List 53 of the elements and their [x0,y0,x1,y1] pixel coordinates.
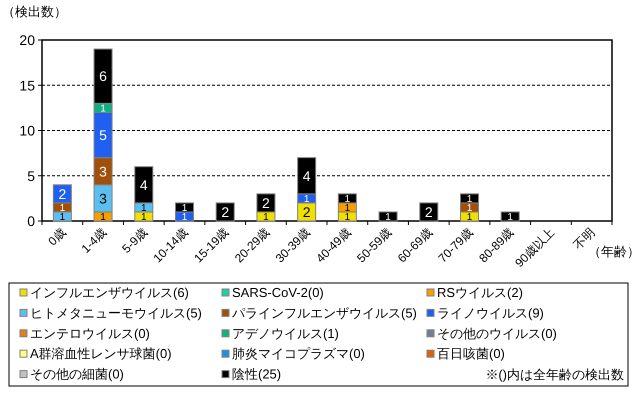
y-tick-label: 5 [27,168,36,184]
data-label: 5 [99,127,108,144]
data-label: 6 [99,68,108,84]
data-label: 1 [100,103,106,114]
data-label: 1 [466,203,473,214]
data-label: 1 [141,212,148,224]
legend-label: ヒトメタニューモウイルス(5) [30,305,202,320]
y-tick-label: 10 [19,122,36,138]
y-tick-label: 20 [19,32,36,48]
data-label: 1 [507,212,514,224]
legend-label: 陰性(25) [232,366,282,382]
legend-label: インフルエンザウイルス(6) [30,285,189,300]
legend-label: アデノウイルス(1) [232,326,339,341]
data-label: 2 [58,186,66,202]
data-label: 1 [263,212,270,224]
x-tick-label: 5-9歳 [119,225,150,256]
legend-label: ライノウイルス(9) [437,305,544,320]
x-tick-label: 0歳 [45,225,68,248]
y-tick-label: 0 [27,213,36,229]
legend-label: RSウイルス(2) [437,285,523,300]
data-label: 1 [344,194,351,205]
legend-label: A群溶血性レンサ球菌(0) [30,346,172,362]
data-label: 4 [302,168,311,184]
legend-label: パラインフルエンザウイルス(5) [231,305,417,320]
data-label: 2 [424,204,433,220]
y-axis-title: （検出数） [2,4,67,19]
data-label: 1 [466,212,473,224]
data-label: 1 [385,212,392,224]
data-label: 3 [99,163,108,180]
data-label: 1 [344,203,351,214]
data-label: 3 [99,190,108,206]
data-label: 1 [141,203,148,214]
data-label: 1 [304,194,310,205]
data-label: 4 [140,176,148,193]
legend-label: SARS-CoV-2(0) [232,285,324,300]
legend-label: 百日咳菌(0) [437,346,505,362]
legend-label: その他の細菌(0) [30,366,124,382]
data-label: 1 [466,194,473,205]
legend-label: その他のウイルス(0) [437,326,557,341]
data-label: 1 [182,212,188,224]
data-label: 1 [60,212,66,224]
x-tick-label: 1-4歳 [78,225,110,256]
data-label: 1 [100,212,106,224]
legend-label: エンテロウイルス(0) [30,326,150,341]
data-label: 2 [262,194,270,211]
data-label: 1 [60,203,66,214]
legend-label: 肺炎マイコプラズマ(0) [232,346,365,362]
data-label: 2 [221,204,230,220]
text: ※()内は全年齢の検出数 [485,367,624,382]
data-label: 2 [302,204,311,220]
data-label: 1 [344,212,351,224]
data-label: 1 [182,203,188,214]
y-tick-label: 15 [19,77,36,94]
